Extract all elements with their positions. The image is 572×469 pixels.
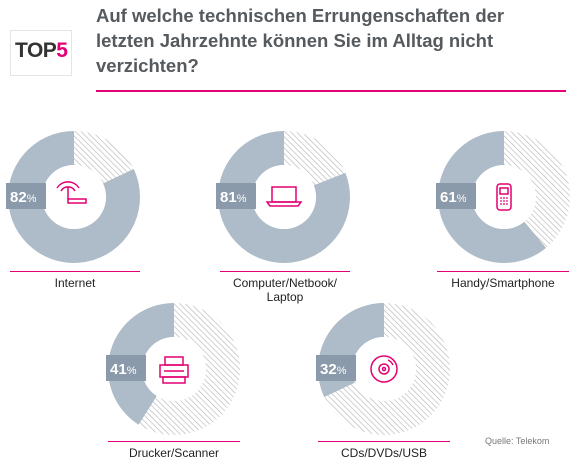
value-badge <box>6 183 46 209</box>
donut-remainder <box>138 303 240 435</box>
logo-text: TOP <box>15 39 57 62</box>
donut-chart: 32% <box>316 303 450 435</box>
donut-slice <box>8 131 140 263</box>
value-badge <box>106 355 146 381</box>
donut-chart: 41% <box>106 303 240 435</box>
value-badge <box>436 183 476 209</box>
value-label: 82% <box>10 189 37 206</box>
label-divider <box>437 271 569 272</box>
label-divider <box>10 271 140 272</box>
category-label: Computer/Netbook/ Laptop <box>232 276 338 304</box>
value-label: 81% <box>220 189 247 206</box>
source-note: Quelle: Telekom <box>485 436 550 446</box>
title-divider <box>96 90 566 92</box>
category-label: CDs/DVDs/USB <box>340 446 427 460</box>
logo-accent: 5 <box>56 39 68 62</box>
category-label: Drucker/Scanner <box>128 446 220 460</box>
category-label: Internet <box>54 276 96 290</box>
donut-chart: 82% <box>6 131 140 263</box>
donut-remainder <box>74 131 134 184</box>
donut-remainder <box>504 131 570 248</box>
label-divider <box>318 441 450 442</box>
donut-chart: 61% <box>436 131 570 263</box>
page-title: Auf welche technischen Errungenschaften … <box>96 5 505 76</box>
donut-chart: 81% <box>216 131 350 264</box>
donut-slice <box>217 131 350 264</box>
cd-icon <box>370 355 398 383</box>
donut-remainder <box>284 131 346 186</box>
top5-logo: TOP5 <box>10 30 72 76</box>
donut-slice <box>438 131 547 263</box>
smartphone-icon <box>496 183 512 211</box>
value-label: 32% <box>320 361 347 378</box>
value-badge <box>316 355 356 381</box>
value-label: 41% <box>110 361 137 378</box>
donut-remainder <box>324 303 450 435</box>
label-divider <box>108 441 240 442</box>
wifi-router-icon <box>56 181 87 204</box>
printer-icon <box>159 356 189 384</box>
label-divider <box>220 271 350 272</box>
laptop-icon <box>265 186 303 207</box>
category-label: Handy/Smartphone <box>451 276 555 290</box>
value-label: 61% <box>440 189 467 206</box>
value-badge <box>216 183 256 209</box>
